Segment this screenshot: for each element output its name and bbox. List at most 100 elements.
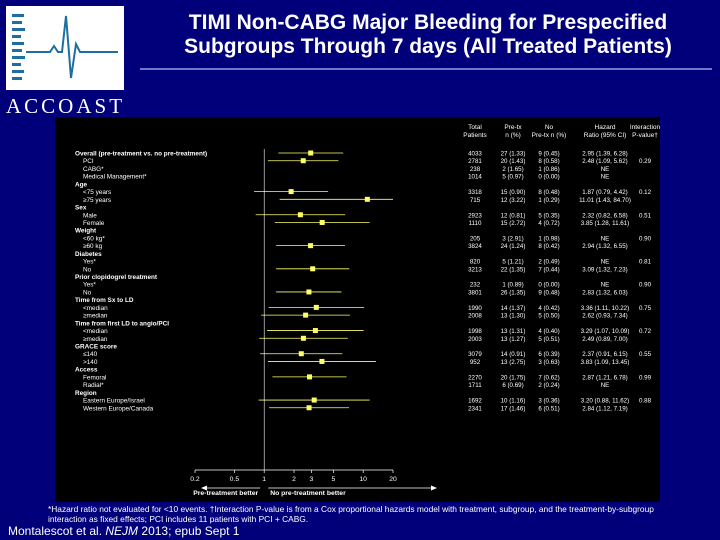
hazard-ratio-cell: 1.87 (0.79, 4.42)	[582, 189, 627, 196]
total-patients-cell: 2003	[468, 336, 482, 343]
hazard-ratio-marker	[288, 189, 294, 195]
x-tick-label: 1	[262, 476, 266, 483]
total-patients-cell: 232	[470, 282, 481, 289]
pretreatment-events-cell: 2 (1.65)	[502, 166, 523, 173]
total-patients-cell: 1692	[468, 398, 482, 405]
no-pretreatment-events-cell: 9 (0.48)	[538, 289, 559, 296]
row-label: Western Europe/Canada	[83, 405, 154, 412]
hazard-ratio-marker	[307, 374, 313, 380]
total-patients-cell: 3213	[468, 266, 482, 273]
hazard-ratio-cell: 2.37 (0.91, 6.15)	[582, 351, 627, 358]
row-label: Time from first LD to angio/PCI	[75, 320, 169, 327]
slide-title-line-2: Subgroups Through 7 days (All Treated Pa…	[184, 35, 672, 58]
column-header-3: Pre-tx n (%)	[532, 132, 567, 139]
row-label: <median	[83, 328, 108, 335]
interaction-p-value-cell: 0.81	[639, 259, 652, 266]
row-label: Radial*	[83, 382, 104, 389]
pretreatment-events-cell: 5 (1.21)	[502, 259, 523, 266]
x-axis-label-right: No pre-treatment better	[270, 490, 346, 497]
total-patients-cell: 2341	[468, 405, 482, 412]
no-pretreatment-events-cell: 8 (0.48)	[538, 189, 559, 196]
row-label: <75 years	[83, 189, 111, 196]
hazard-ratio-cell: 2.94 (1.32, 6.55)	[582, 243, 627, 250]
no-pretreatment-events-cell: 3 (0.63)	[538, 359, 559, 366]
hazard-ratio-marker	[364, 196, 370, 202]
no-pretreatment-events-cell: 5 (0.51)	[538, 336, 559, 343]
total-patients-cell: 2270	[468, 374, 482, 381]
total-patients-cell: 952	[470, 359, 481, 366]
total-patients-cell: 1014	[468, 174, 482, 181]
x-tick-label: 5	[332, 476, 336, 483]
hazard-ratio-cell: 3.20 (0.88, 11.62)	[581, 398, 629, 405]
no-pretreatment-events-cell: 7 (0.44)	[538, 266, 559, 273]
pretreatment-events-cell: 15 (2.72)	[501, 220, 526, 227]
hazard-ratio-marker	[311, 397, 317, 403]
no-pretreatment-events-cell: 8 (0.58)	[538, 158, 559, 165]
pretreatment-events-cell: 26 (1.35)	[501, 289, 526, 296]
no-pretreatment-events-cell: 5 (0.35)	[538, 212, 559, 219]
row-label: ≥median	[83, 313, 108, 320]
pretreatment-events-cell: 17 (1.46)	[501, 405, 526, 412]
no-pretreatment-events-cell: 3 (0.36)	[538, 398, 559, 405]
citation-details: 2013; epub Sept 1	[138, 524, 240, 538]
hazard-ratio-marker	[313, 304, 319, 310]
hazard-ratio-marker	[312, 328, 318, 334]
hazard-ratio-cell: NE	[601, 282, 610, 289]
hazard-ratio-marker	[306, 289, 312, 295]
hazard-ratio-marker	[298, 351, 304, 357]
pretreatment-events-cell: 22 (1.35)	[501, 266, 526, 273]
row-label: Weight	[75, 228, 97, 235]
pretreatment-events-cell: 14 (0.91)	[501, 351, 526, 358]
pretreatment-events-cell: 14 (1.37)	[501, 305, 526, 312]
total-patients-cell: 2008	[468, 313, 482, 320]
interaction-p-value-cell: 0.90	[639, 282, 652, 289]
hazard-ratio-cell: 2.87 (1.21, 6.78)	[582, 374, 627, 381]
interaction-p-value-cell: 0.90	[639, 235, 652, 242]
hazard-ratio-marker	[308, 243, 314, 249]
row-label: Yes*	[83, 282, 96, 289]
column-header-1: Patients	[463, 132, 487, 139]
x-tick-label: 0.2	[190, 476, 200, 483]
no-pretreatment-events-cell: 4 (0.42)	[538, 305, 559, 312]
hazard-ratio-cell: NE	[601, 235, 610, 242]
row-label: >140	[83, 359, 98, 366]
citation: Montalescot et al. NEJM 2013; epub Sept …	[8, 524, 239, 538]
hazard-ratio-marker	[300, 158, 306, 164]
pretreatment-events-cell: 20 (1.75)	[501, 374, 526, 381]
accoast-logo: ACCOAST	[0, 0, 130, 118]
row-label: Sex	[75, 205, 87, 212]
no-pretreatment-events-cell: 1 (0.29)	[538, 197, 559, 204]
hazard-ratio-cell: 2.48 (1.09, 5.62)	[582, 158, 627, 165]
pretreatment-events-cell: 12 (3.22)	[501, 197, 526, 204]
column-header-1: Total	[468, 124, 482, 131]
row-label: Region	[75, 390, 97, 397]
interaction-p-value-cell: 0.29	[639, 158, 652, 165]
column-header-5: P-value†	[632, 132, 658, 139]
pretreatment-events-cell: 15 (0.90)	[501, 189, 526, 196]
total-patients-cell: 238	[470, 166, 481, 173]
no-pretreatment-events-cell: 4 (0.40)	[538, 328, 559, 335]
row-label: ≥75 years	[83, 197, 111, 204]
pretreatment-events-cell: 20 (1.43)	[501, 158, 526, 165]
total-patients-cell: 1711	[468, 382, 482, 389]
ecg-waveform-icon	[12, 14, 118, 80]
x-tick-label: 10	[359, 476, 367, 483]
row-label: Femoral	[83, 374, 106, 381]
total-patients-cell: 2781	[468, 158, 482, 165]
no-pretreatment-events-cell: 2 (0.49)	[538, 259, 559, 266]
no-pretreatment-events-cell: 5 (0.50)	[538, 313, 559, 320]
column-header-2: Pre-tx	[504, 124, 522, 131]
pretreatment-events-cell: 6 (0.69)	[502, 382, 523, 389]
pretreatment-events-cell: 12 (0.81)	[501, 212, 526, 219]
pretreatment-events-cell: 13 (1.30)	[501, 313, 526, 320]
no-pretreatment-events-cell: 9 (0.45)	[538, 151, 559, 158]
row-label: CABG*	[83, 166, 104, 173]
row-label: Age	[75, 181, 88, 188]
row-label: ≥60 kg	[83, 243, 103, 250]
pretreatment-events-cell: 27 (1.33)	[501, 151, 526, 158]
no-pretreatment-events-cell: 1 (0.86)	[538, 166, 559, 173]
total-patients-cell: 2923	[468, 212, 482, 219]
title-divider	[140, 68, 712, 70]
hazard-ratio-cell: 3.29 (1.07, 10.09)	[581, 328, 630, 335]
interaction-p-value-cell: 0.72	[639, 328, 652, 335]
